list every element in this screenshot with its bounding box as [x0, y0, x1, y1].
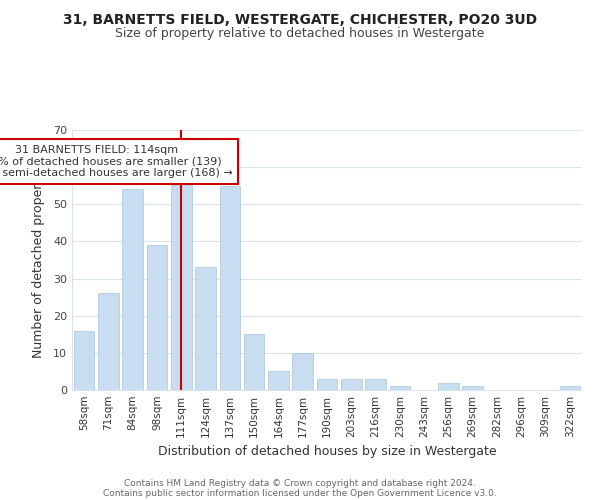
Bar [244, 334, 265, 390]
Bar [365, 379, 386, 390]
Bar [171, 182, 191, 390]
Text: 31, BARNETTS FIELD, WESTERGATE, CHICHESTER, PO20 3UD: 31, BARNETTS FIELD, WESTERGATE, CHICHEST… [63, 12, 537, 26]
Text: Size of property relative to detached houses in Westergate: Size of property relative to detached ho… [115, 28, 485, 40]
Bar [292, 353, 313, 390]
Bar [74, 330, 94, 390]
Bar [98, 294, 119, 390]
Bar [146, 245, 167, 390]
Y-axis label: Number of detached properties: Number of detached properties [32, 162, 44, 358]
Bar [560, 386, 580, 390]
Text: Contains HM Land Registry data © Crown copyright and database right 2024.: Contains HM Land Registry data © Crown c… [124, 478, 476, 488]
Bar [220, 186, 240, 390]
X-axis label: Distribution of detached houses by size in Westergate: Distribution of detached houses by size … [158, 446, 496, 458]
Bar [122, 190, 143, 390]
Bar [317, 379, 337, 390]
Text: 31 BARNETTS FIELD: 114sqm
← 44% of detached houses are smaller (139)
53% of semi: 31 BARNETTS FIELD: 114sqm ← 44% of detac… [0, 145, 233, 178]
Bar [463, 386, 483, 390]
Bar [438, 382, 459, 390]
Bar [341, 379, 362, 390]
Bar [268, 372, 289, 390]
Text: Contains public sector information licensed under the Open Government Licence v3: Contains public sector information licen… [103, 488, 497, 498]
Bar [195, 268, 216, 390]
Bar [389, 386, 410, 390]
